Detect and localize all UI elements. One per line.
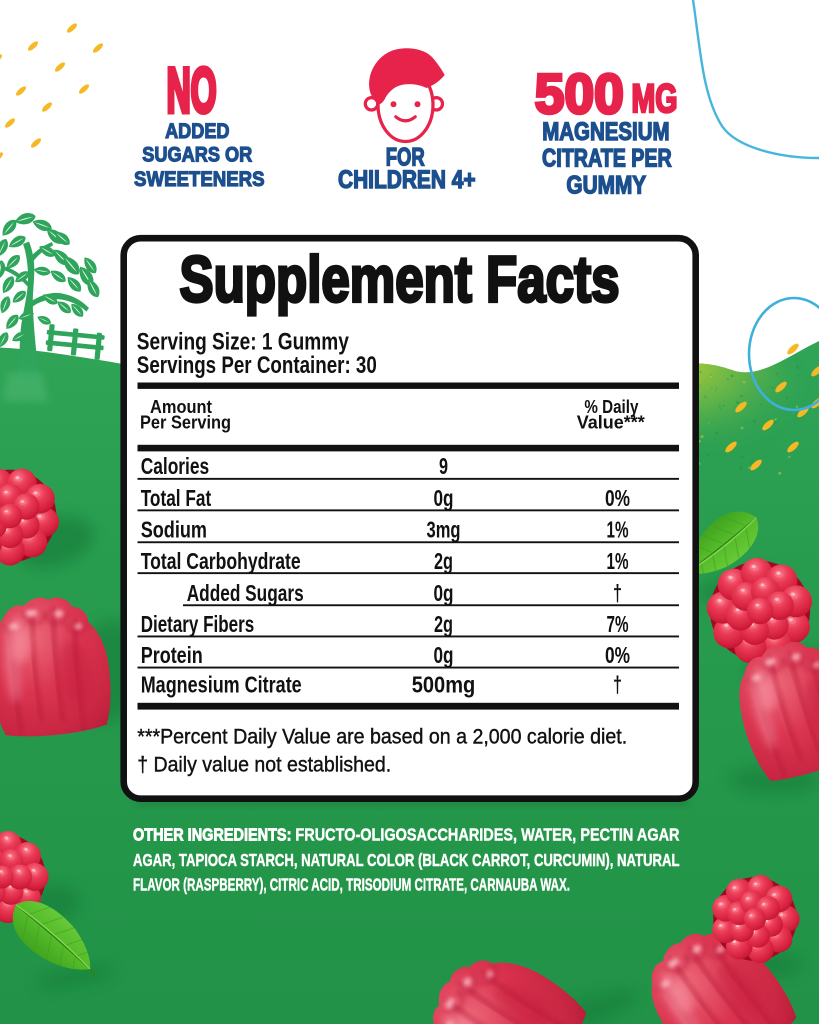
svg-text:SWEETENERS: SWEETENERS (134, 168, 265, 191)
svg-text:Supplement Facts: Supplement Facts (180, 244, 620, 316)
svg-text:FLAVOR (RASPBERRY), CITRIC ACI: FLAVOR (RASPBERRY), CITRIC ACID, TRISODI… (133, 875, 570, 895)
svg-text:OTHER INGREDIENTS: FRUCTO-OLIG: OTHER INGREDIENTS: FRUCTO-OLIGOSACCHARID… (133, 825, 680, 845)
svg-text:3mg: 3mg (427, 517, 461, 543)
svg-text:0g: 0g (434, 642, 454, 668)
svg-text:0g: 0g (434, 580, 454, 606)
svg-text:Per Serving: Per Serving (140, 412, 231, 432)
svg-text:Dietary Fibers: Dietary Fibers (141, 611, 255, 637)
svg-text:Value***: Value*** (577, 412, 645, 432)
svg-text:Calories: Calories (141, 453, 210, 479)
svg-text:Amount: Amount (150, 397, 212, 417)
svg-text:†: † (613, 580, 622, 606)
svg-text:Added Sugars: Added Sugars (187, 580, 304, 606)
svg-text:SUGARS OR: SUGARS OR (142, 144, 252, 167)
svg-text:MG: MG (632, 77, 678, 121)
svg-text:†: † (613, 672, 622, 698)
svg-text:2g: 2g (434, 548, 453, 574)
svg-text:ADDED: ADDED (165, 120, 229, 143)
svg-text:AGAR, TAPIOCA STARCH, NATURAL: AGAR, TAPIOCA STARCH, NATURAL COLOR (BLA… (133, 850, 680, 870)
svg-text:9: 9 (439, 453, 448, 479)
svg-text:2g: 2g (434, 611, 453, 637)
svg-text:7%: 7% (607, 611, 629, 637)
svg-text:† Daily value not established.: † Daily value not established. (137, 754, 391, 777)
svg-text:% Daily: % Daily (584, 397, 638, 417)
svg-text:0g: 0g (434, 485, 454, 511)
svg-text:Serving Size: 1 Gummy: Serving Size: 1 Gummy (137, 330, 350, 356)
svg-text:1%: 1% (607, 548, 629, 574)
svg-text:FOR: FOR (386, 143, 425, 171)
svg-text:GUMMY: GUMMY (566, 171, 646, 199)
svg-text:***Percent Daily Value are ba: ***Percent Daily Value are based on a 2,… (137, 726, 627, 749)
svg-text:Sodium: Sodium (141, 517, 207, 543)
svg-text:0%: 0% (605, 485, 630, 511)
svg-text:1%: 1% (607, 517, 629, 543)
svg-text:Magnesium Citrate: Magnesium Citrate (141, 672, 302, 698)
svg-text:MAGNESIUM: MAGNESIUM (542, 118, 669, 146)
svg-text:Protein: Protein (141, 642, 203, 668)
svg-text:Servings Per Container: 30: Servings Per Container: 30 (137, 353, 377, 379)
svg-text:Total Fat: Total Fat (141, 485, 212, 511)
svg-text:CHILDREN 4+: CHILDREN 4+ (338, 166, 476, 194)
svg-text:NO: NO (167, 56, 217, 126)
svg-text:500: 500 (535, 62, 624, 125)
svg-text:500mg: 500mg (412, 672, 476, 698)
svg-text:0%: 0% (605, 642, 630, 668)
svg-text:Total Carbohydrate: Total Carbohydrate (141, 548, 301, 574)
svg-text:CITRATE PER: CITRATE PER (542, 145, 672, 173)
